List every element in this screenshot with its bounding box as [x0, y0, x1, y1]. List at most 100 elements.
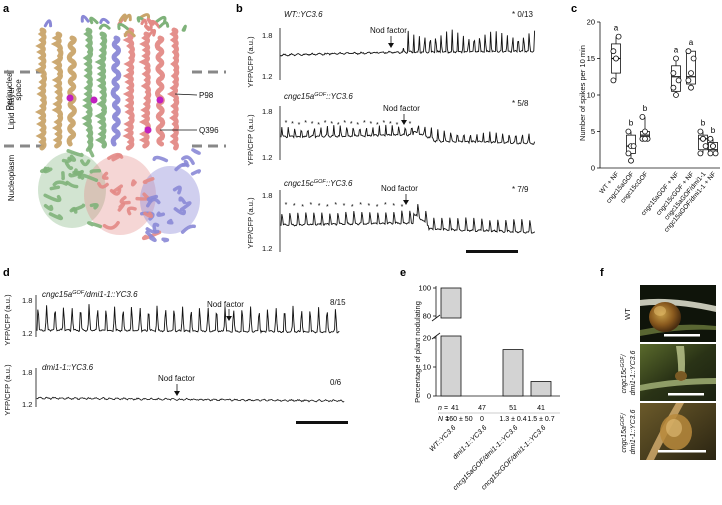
coil — [78, 173, 99, 182]
b1-ylabel: YFP/CFP (a.u.) — [246, 36, 255, 88]
spike-star: * — [356, 122, 359, 129]
loop — [147, 28, 157, 37]
c-point — [675, 77, 682, 84]
e-ylabel: Percentage of plant nodulating — [413, 301, 422, 403]
coil — [145, 227, 160, 234]
c-point — [700, 135, 706, 142]
c-group-letter: b — [711, 126, 716, 135]
spike-star: * — [326, 204, 329, 211]
coil — [87, 221, 103, 229]
c-point — [610, 48, 617, 55]
e-ytick-label: 80 — [423, 312, 431, 321]
coil — [61, 157, 72, 163]
coil — [117, 202, 126, 212]
panel-c-letter: c — [571, 3, 577, 15]
coil — [179, 201, 192, 212]
coil — [112, 184, 124, 194]
coil — [145, 230, 157, 243]
d1-label: cngc15aGOF/dmi1-1::YC3.6 — [42, 290, 138, 299]
f-row-wt-label: WT — [623, 308, 632, 320]
spike-star: * — [343, 120, 346, 127]
coil — [126, 206, 137, 216]
panel-b-labels: WT::YC3.6 * 0/13 cngc15aGOF::YC3.6 * 5/8… — [246, 10, 533, 253]
coil — [172, 185, 182, 195]
c-ytick-label: 0 — [591, 164, 595, 173]
residue-labels: P98 Q396 — [160, 91, 219, 135]
e-bar-lower — [440, 335, 462, 397]
coil — [166, 218, 174, 225]
coil — [97, 181, 109, 189]
spike-star: * — [293, 203, 296, 210]
loop — [155, 15, 167, 24]
f-row-15a-label: cngc15aGOF/ dmi1-1::YC3.6 — [620, 410, 637, 455]
c-point — [625, 128, 632, 135]
spike-star: * — [334, 202, 337, 209]
panel-a-region-labels: Perinuclearspace Lipid bilayer Nucleopla… — [4, 69, 226, 201]
e-ytick-label: 10 — [423, 363, 431, 372]
spike-star: * — [383, 120, 386, 127]
b2-trace — [280, 124, 536, 145]
c-point — [670, 70, 677, 76]
f-image-15a-dmi: cngc15aGOF/ dmi1-1::YC3.6 — [620, 403, 716, 460]
c-point — [697, 150, 704, 157]
spike-star: * — [363, 120, 366, 127]
spike-star: * — [291, 121, 294, 128]
coil — [152, 222, 160, 233]
b2-ylabel: YFP/CFP (a.u.) — [246, 114, 255, 166]
coil — [173, 207, 187, 216]
d1-y-bot: 1.2 — [22, 329, 32, 338]
c-point — [630, 143, 637, 150]
coil — [119, 195, 131, 205]
c-box — [698, 134, 708, 151]
loop — [43, 19, 53, 28]
c-point — [642, 128, 648, 135]
coil — [111, 153, 123, 162]
loop — [117, 22, 129, 31]
spike-star: * — [285, 202, 288, 209]
e-n-value: 47 — [478, 405, 486, 412]
trace-15c-label: cngc15cGOF::YC3.6 — [284, 179, 353, 188]
c-point — [670, 84, 677, 91]
coil — [65, 180, 79, 189]
c-point — [688, 84, 694, 91]
b3-nod-factor-label: Nod factor — [381, 184, 418, 193]
c-ylabel: Number of spikes per 10 min — [578, 45, 587, 141]
d1-trace — [36, 304, 340, 334]
e-ytick-label: 0 — [427, 392, 431, 401]
b1-trace — [280, 29, 536, 57]
coil — [101, 171, 109, 180]
loop — [99, 17, 110, 24]
spike-star: * — [324, 120, 327, 127]
coil — [49, 185, 61, 191]
spike-star: * — [384, 202, 387, 209]
coil — [181, 155, 195, 166]
b1-nod-factor-label: Nod factor — [370, 26, 407, 35]
coil — [142, 177, 155, 184]
helix — [110, 35, 122, 147]
spike-star: * — [330, 121, 333, 128]
e-N-value: 1.3 ± 0.4 — [499, 416, 526, 423]
loop — [140, 18, 148, 26]
residue-dot — [156, 96, 164, 104]
coil — [48, 212, 64, 221]
c-point — [615, 33, 622, 40]
helix — [50, 31, 64, 149]
c-group-letter: b — [629, 119, 634, 128]
spike-star: * — [311, 121, 314, 128]
region-nucleoplasm-label: Nucleoplasm — [7, 155, 16, 202]
e-bar-upper — [440, 287, 462, 319]
d1-ylabel: YFP/CFP (a.u.) — [3, 294, 12, 346]
loop — [80, 14, 90, 23]
d-scale-bar — [296, 421, 348, 424]
coil — [143, 211, 154, 219]
trace-wt-label: WT::YC3.6 — [284, 10, 323, 19]
c-point — [690, 55, 697, 62]
c-point — [707, 150, 714, 157]
helix — [166, 27, 180, 151]
coil — [190, 169, 202, 176]
b2-y-top: 1.8 — [262, 107, 272, 116]
residue-q396-label: Q396 — [199, 126, 219, 135]
panel-b-traces: *********************************** — [279, 28, 536, 252]
coil — [85, 147, 95, 158]
panel-d-labels: cngc15aGOF/dmi1-1::YC3.6 8/15 dmi1-1::YC… — [3, 290, 348, 424]
